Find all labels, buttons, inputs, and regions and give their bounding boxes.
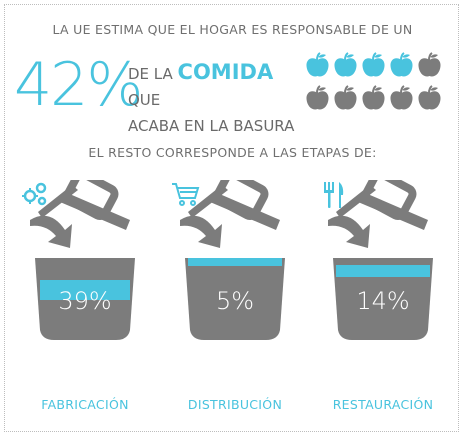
stage-label: FABRICACIÓN [41, 397, 129, 412]
bin-fill-3 [336, 265, 430, 277]
apple-icon [306, 52, 329, 77]
stage-label: DISTRIBUCIÓN [187, 397, 283, 412]
headline-accent: COMIDA [177, 60, 274, 84]
stage-percent: 39% [58, 287, 112, 315]
headline-text: DE LA COMIDA QUE ACABA EN LA BASURA [128, 59, 303, 139]
apple-icon [362, 85, 385, 110]
apple-icon [418, 85, 441, 110]
trash-bin-icon [30, 180, 135, 340]
apple-icon [306, 85, 329, 110]
apple-icon [418, 52, 441, 77]
trash-bin-icon [180, 180, 285, 340]
apple-icon [334, 85, 357, 110]
stage-percent: 5% [215, 287, 255, 315]
headline-line-b: ACABA EN LA BASURA [128, 117, 295, 135]
headline-prefix: DE LA [128, 65, 173, 83]
gears-icon [22, 182, 47, 206]
bin-fill-1 [40, 280, 130, 300]
fork-knife-icon [324, 182, 344, 208]
apple-icon [390, 52, 413, 77]
stage-label: RESTAURACIÓN [332, 397, 434, 412]
shopping-cart-icon [172, 183, 200, 206]
apple-row [305, 52, 450, 79]
apple-grid [305, 52, 450, 118]
apple-icon [362, 52, 385, 77]
apple-icon [334, 52, 357, 77]
headline-percent: 42% [14, 50, 143, 120]
header-text: LA UE ESTIMA QUE EL HOGAR ES RESPONSABLE… [52, 22, 413, 37]
stage-restauracion: 14% RESTAURACIÓN [318, 180, 448, 425]
bin-fill-2 [188, 258, 282, 266]
stage-fabricacion: 39% FABRICACIÓN [20, 180, 150, 425]
apple-row [305, 85, 450, 112]
stage-percent: 14% [356, 287, 410, 315]
subheader-text: EL RESTO CORRESPONDE A LAS ETAPAS DE: [88, 145, 377, 160]
apple-icon [390, 85, 413, 110]
stage-distribucion: 5% DISTRIBUCIÓN [170, 180, 300, 425]
infographic-frame [4, 4, 459, 432]
headline-suffix: QUE [128, 91, 161, 109]
trash-bin-icon [328, 180, 433, 340]
